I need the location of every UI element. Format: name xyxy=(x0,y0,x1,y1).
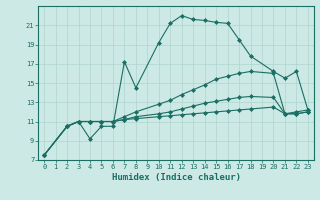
X-axis label: Humidex (Indice chaleur): Humidex (Indice chaleur) xyxy=(111,173,241,182)
